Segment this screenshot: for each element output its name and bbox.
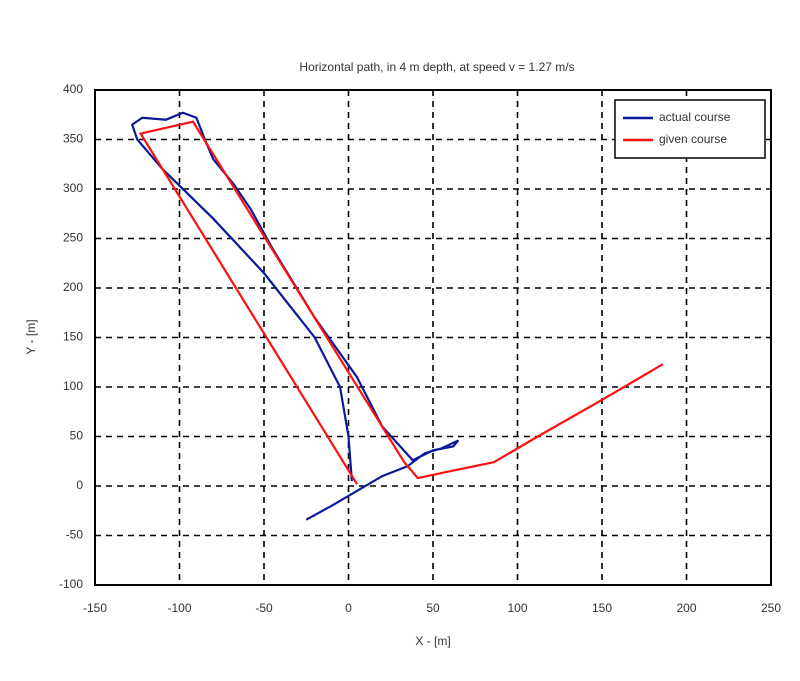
y-tick-label: 400 — [63, 82, 83, 96]
x-tick-label: 100 — [507, 601, 527, 615]
y-tick-label: 100 — [63, 379, 83, 393]
plot-frame — [94, 89, 772, 586]
y-tick-label: -100 — [59, 577, 83, 591]
x-tick-label: -100 — [167, 601, 191, 615]
legend-label: given course — [659, 132, 727, 146]
series-line — [130, 111, 460, 521]
x-tick-label: 150 — [592, 601, 612, 615]
y-axis-label: Y - [m] — [24, 319, 38, 354]
x-tick-label: 200 — [676, 601, 696, 615]
x-tick-label: 50 — [426, 601, 440, 615]
x-tick-label: -50 — [255, 601, 273, 615]
chart-title: Horizontal path, in 4 m depth, at speed … — [299, 60, 574, 74]
y-tick-label: 200 — [63, 280, 83, 294]
x-tick-label: 0 — [345, 601, 352, 615]
x-tick-label: 250 — [761, 601, 781, 615]
y-tick-label: 250 — [63, 231, 83, 245]
y-tick-label: -50 — [66, 528, 84, 542]
y-tick-label: 350 — [63, 132, 83, 146]
y-tick-label: 0 — [76, 478, 83, 492]
y-tick-label: 300 — [63, 181, 83, 195]
y-tick-label: 150 — [63, 330, 83, 344]
series-line — [138, 120, 664, 485]
x-tick-label: -150 — [83, 601, 107, 615]
legend-box — [614, 99, 766, 159]
x-axis-label: X - [m] — [415, 634, 450, 648]
legend-label: actual course — [659, 110, 731, 124]
y-tick-label: 50 — [70, 429, 84, 443]
